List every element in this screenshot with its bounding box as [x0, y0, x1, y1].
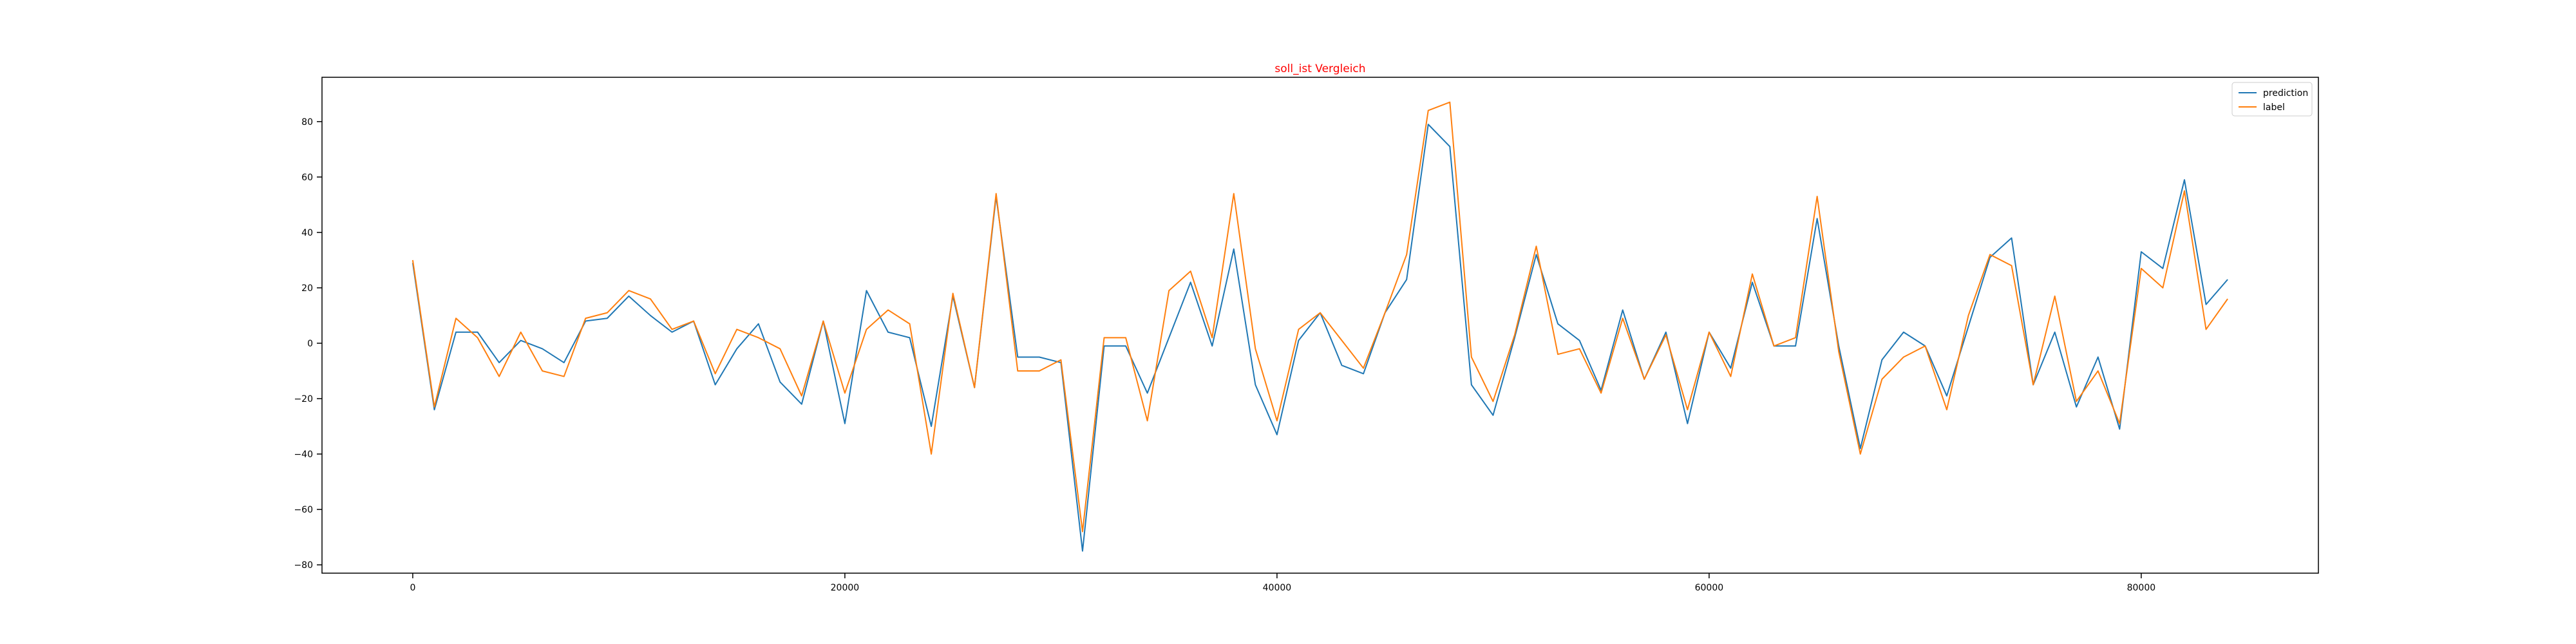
- series-line-label: [412, 101, 2228, 533]
- y-tick-label: −60: [294, 505, 313, 515]
- plot-frame: [321, 77, 2319, 574]
- legend: prediction label: [2231, 82, 2313, 117]
- x-tick-label: 0: [410, 583, 415, 593]
- x-tick-label: 60000: [1695, 583, 1724, 593]
- y-tick-label: 0: [307, 339, 313, 349]
- y-tick-label: −20: [294, 394, 313, 404]
- y-tick-label: −40: [294, 450, 313, 460]
- y-tick-label: 80: [301, 117, 313, 128]
- x-tick-label: 20000: [831, 583, 860, 593]
- y-tick-label: 40: [301, 228, 313, 238]
- legend-label-prediction: prediction: [2263, 88, 2308, 99]
- x-tick-label: 80000: [2127, 583, 2156, 593]
- y-tick-label: 60: [301, 173, 313, 183]
- legend-label-label: label: [2263, 102, 2285, 113]
- y-tick-label: 20: [301, 283, 313, 294]
- plot-area: 0 20000 40000 60000 80000 −80 −60 −40 −20 0 20 40 60…: [294, 77, 2319, 593]
- y-tick-label: −80: [294, 560, 313, 571]
- chart-title: soll_ist Vergleich: [1274, 62, 1365, 75]
- x-tick-label: 40000: [1263, 583, 1292, 593]
